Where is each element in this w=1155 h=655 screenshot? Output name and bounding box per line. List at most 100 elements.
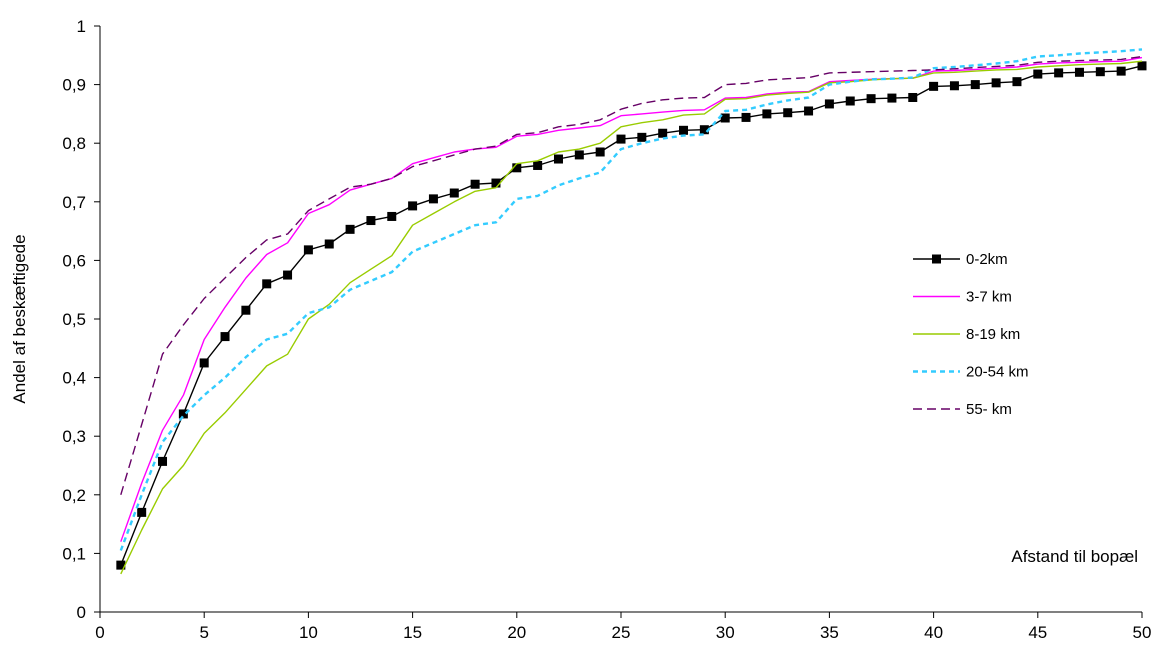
data-point [158,456,168,466]
data-point [470,179,480,189]
y-tick-label: 0,8 [62,134,86,153]
y-tick-label: 0,4 [62,369,86,388]
data-point [741,112,751,122]
legend-label: 0-2km [966,251,1008,268]
data-point [387,211,397,221]
x-tick-label: 5 [199,623,208,642]
data-point [824,99,834,109]
data-point [428,194,438,204]
data-point [491,178,501,188]
data-point [116,560,126,570]
series-line-20-54-km [119,48,1143,551]
data-point [408,201,418,211]
data-point [845,96,855,106]
data-point [283,270,293,280]
series-8-19-km [120,60,1143,575]
data-point [512,163,522,173]
y-tick-label: 0,7 [62,193,86,212]
data-point [970,80,980,90]
series-line-0-2km [120,65,1143,566]
axes: 0 0,1 0,2 0,3 0,4 0,5 0,6 0,7 0,8 0,9 1 0 5 10 15 20 25… [62,17,1151,642]
data-point [199,358,209,368]
legend-label: 3-7 km [966,289,1012,306]
data-point [616,134,626,144]
series-line-8-19-km [120,60,1143,575]
data-point [366,216,376,226]
legend-label: 20-54 km [966,364,1029,381]
data-point [241,305,251,315]
x-tick-label: 0 [95,623,104,642]
y-tick-label: 0,3 [62,427,86,446]
data-point [303,245,313,255]
data-point [220,332,230,342]
data-point [929,81,939,91]
series-line-55-km [120,55,1143,495]
data-point [991,78,1001,88]
data-point [449,188,459,198]
legend-item: 0-2km [913,251,1008,268]
legend-label: 8-19 km [966,326,1020,343]
x-tick-label: 35 [820,623,839,642]
data-point [1137,61,1147,71]
data-point [574,150,584,160]
series-55-km [120,55,1143,495]
data-point [1074,67,1084,77]
y-tick-label: 0,5 [62,310,86,329]
x-tick-label: 30 [716,623,735,642]
data-point [783,108,793,118]
y-ticks: 0 0,1 0,2 0,3 0,4 0,5 0,6 0,7 0,8 0,9 1 [62,17,100,622]
data-point [762,109,772,119]
data-point [887,93,897,103]
y-tick-label: 0,1 [62,544,86,563]
data-point [866,94,876,104]
data-point [553,154,563,164]
y-tick-label: 1 [77,17,86,36]
legend-item: 55- km [913,401,1012,418]
data-point [324,239,334,249]
x-tick-label: 50 [1133,623,1152,642]
x-tick-label: 10 [299,623,318,642]
data-point [1033,69,1043,79]
x-ticks: 0 5 10 15 20 25 30 35 40 45 50 [95,612,1151,642]
series-20-54-km [119,48,1143,551]
data-point [1095,67,1105,77]
y-axis-title: Andel af beskæftigede [10,234,29,403]
data-point [804,106,814,116]
data-point [908,92,918,102]
x-axis-title: Afstand til bopæl [1011,547,1138,566]
y-tick-label: 0,9 [62,76,86,95]
data-point [679,125,689,135]
series-layer [116,48,1147,575]
data-point [533,160,543,170]
data-point [699,125,709,135]
legend: 0-2km 3-7 km 8-19 km 20-54 km 55- km [913,251,1029,418]
data-point [637,132,647,142]
data-point [137,507,147,517]
data-point [1054,68,1064,78]
data-point [262,279,272,289]
legend-item: 20-54 km [913,364,1029,381]
y-tick-label: 0,2 [62,486,86,505]
y-tick-label: 0,6 [62,251,86,270]
data-point [595,147,605,157]
data-point [345,224,355,234]
data-point [720,113,730,123]
x-tick-label: 25 [612,623,631,642]
legend-item: 3-7 km [913,289,1012,306]
series-0-2km [116,61,1147,570]
legend-item: 8-19 km [913,326,1020,343]
legend-marker [932,254,941,264]
legend-label: 55- km [966,401,1012,418]
series-line-3-7-km [120,56,1143,542]
x-tick-label: 15 [403,623,422,642]
data-point [178,409,188,419]
series-3-7-km [120,56,1143,542]
data-point [1012,77,1022,87]
x-tick-label: 40 [924,623,943,642]
data-point [1116,66,1126,76]
x-tick-label: 45 [1028,623,1047,642]
y-tick-label: 0 [77,603,86,622]
x-tick-label: 20 [507,623,526,642]
data-point [658,128,668,138]
